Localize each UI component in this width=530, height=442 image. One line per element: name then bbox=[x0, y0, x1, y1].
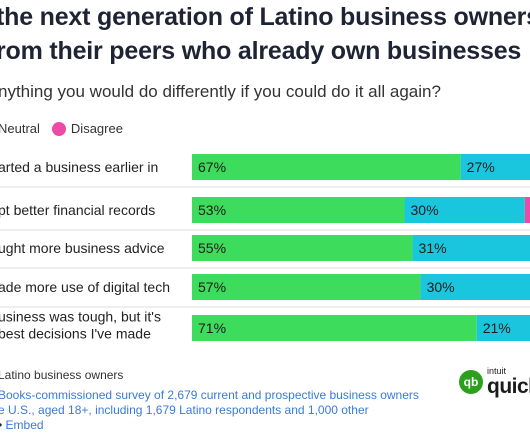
embed-row: • Embed bbox=[0, 418, 44, 432]
bar-segment bbox=[404, 197, 525, 223]
legend: Neutral Disagree bbox=[0, 121, 123, 136]
logo-brand-text: quick bbox=[487, 375, 530, 398]
bar-segment bbox=[420, 274, 530, 300]
data-label: 31% bbox=[419, 240, 447, 256]
bar-segment bbox=[460, 154, 530, 180]
bar-segment bbox=[476, 315, 530, 341]
bar-segment bbox=[192, 274, 421, 300]
category-label: best decisions I've made bbox=[0, 326, 151, 342]
chart-title-line-2: rom their peers who already own business… bbox=[0, 37, 522, 65]
legend-disagree-label: Disagree bbox=[70, 121, 123, 136]
logo-small-text: intuit bbox=[487, 366, 507, 376]
category-label: usiness was tough, but it's bbox=[0, 309, 161, 325]
chart-subtitle: nything you would do differently if you … bbox=[0, 82, 441, 101]
base-note: Latino business owners bbox=[0, 368, 124, 382]
data-label: 57% bbox=[198, 279, 226, 295]
data-label: 27% bbox=[467, 159, 495, 175]
data-label: 30% bbox=[427, 279, 455, 295]
source-line-2: e U.S., aged 18+, including 1,679 Latino… bbox=[0, 403, 369, 417]
legend-disagree-swatch bbox=[51, 121, 66, 136]
data-label: 21% bbox=[483, 320, 511, 336]
category-label: arted a business earlier in bbox=[0, 159, 158, 175]
bar-segment bbox=[192, 197, 405, 223]
category-label: pt better financial records bbox=[0, 202, 155, 218]
embed-bullet: • bbox=[0, 418, 2, 432]
legend-neutral-label: Neutral bbox=[0, 121, 40, 136]
bar-segment bbox=[192, 235, 413, 261]
quickbooks-mark-icon: qb bbox=[459, 370, 483, 394]
bar-segment bbox=[192, 315, 477, 341]
data-label: 71% bbox=[198, 320, 226, 336]
chart-title-line-1: the next generation of Latino business o… bbox=[0, 3, 530, 31]
bar-segment bbox=[412, 235, 530, 261]
quickbooks-logo: qb intuit quick bbox=[459, 367, 530, 397]
data-label: 53% bbox=[198, 202, 226, 218]
embed-link[interactable]: Embed bbox=[5, 418, 44, 432]
data-label: 55% bbox=[198, 240, 226, 256]
category-label: ught more business advice bbox=[0, 240, 165, 256]
category-label: ade more use of digital tech bbox=[0, 279, 170, 295]
stacked-bar-chart: arted a business earlier in 67% 27% pt bett… bbox=[0, 154, 530, 342]
data-label: 67% bbox=[198, 159, 226, 175]
logo-wordmark: intuit quick bbox=[487, 366, 530, 398]
data-label: 30% bbox=[411, 202, 439, 218]
source-line-1: Books-commissioned survey of 2,679 curre… bbox=[0, 388, 419, 402]
bar-segment bbox=[524, 197, 530, 223]
bar-segment bbox=[192, 154, 461, 180]
